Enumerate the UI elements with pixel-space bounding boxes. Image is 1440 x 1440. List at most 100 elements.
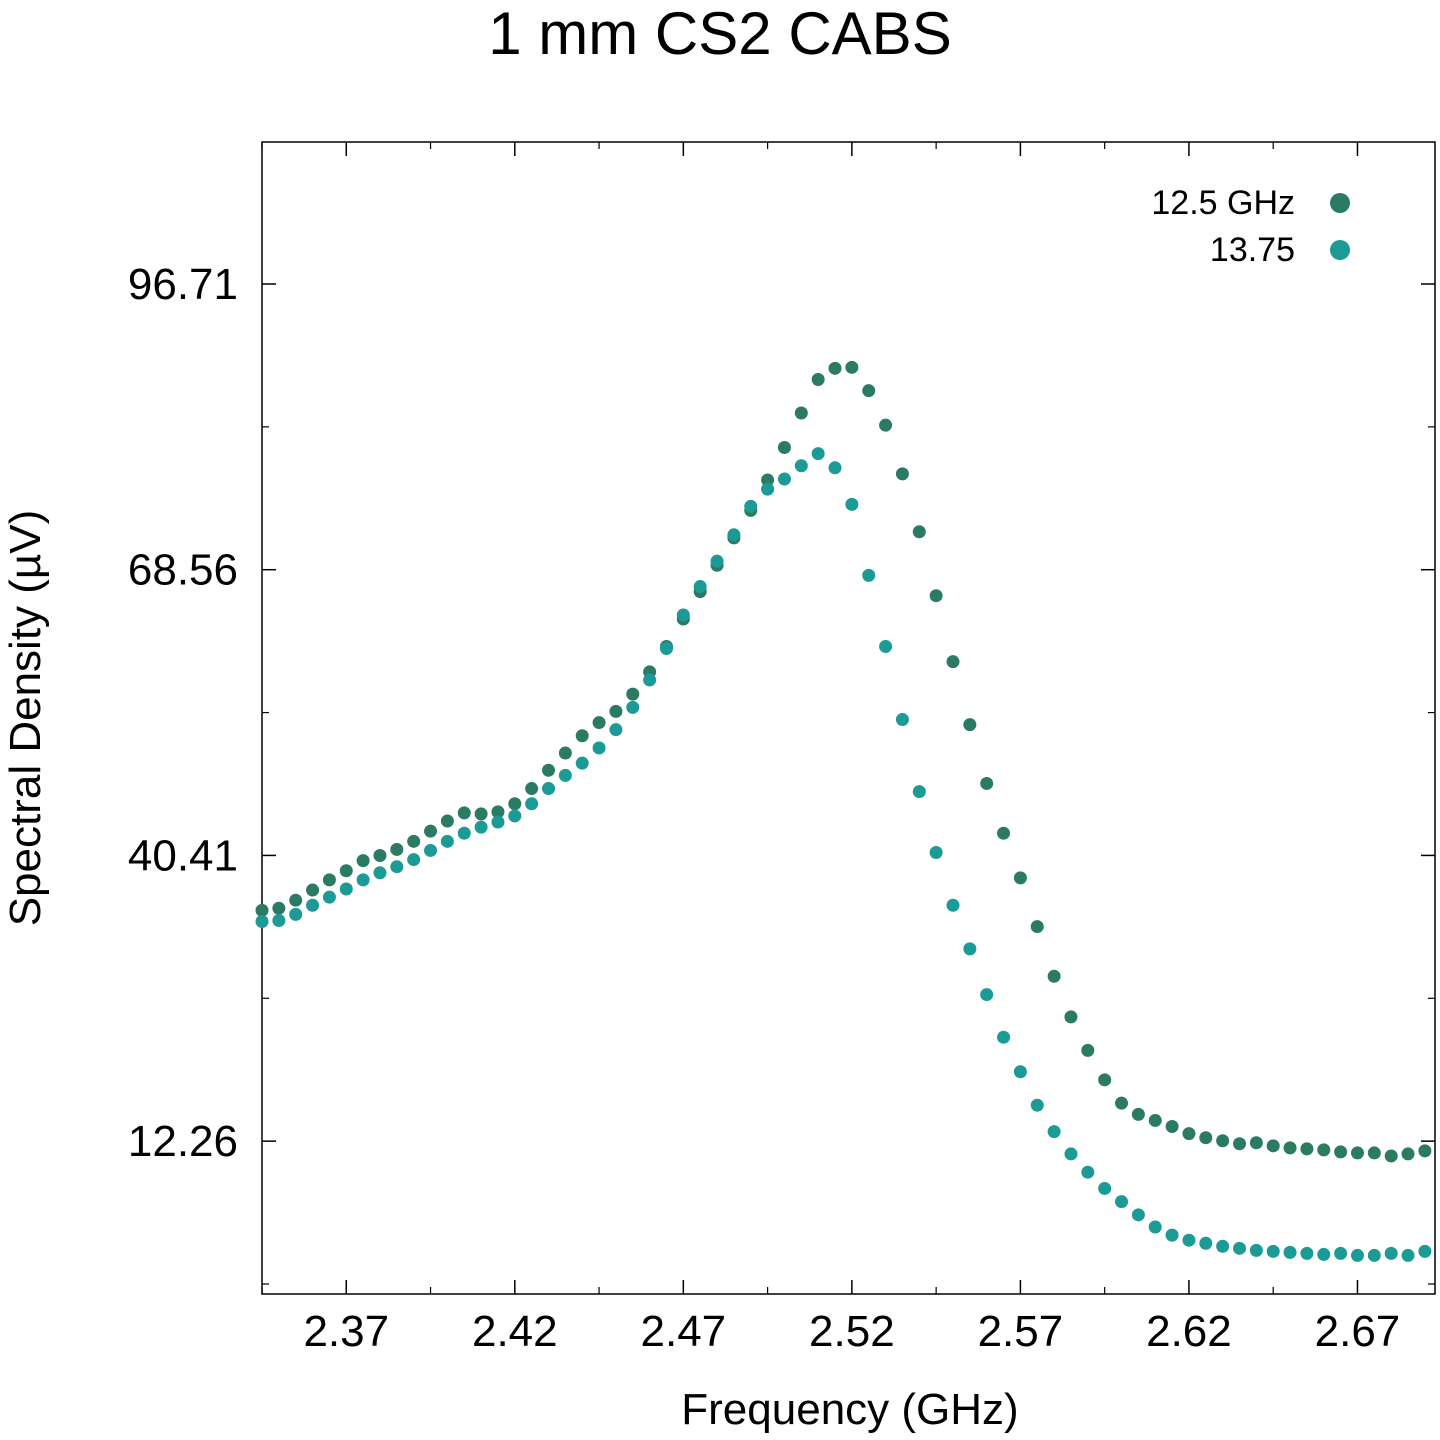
data-point — [626, 700, 640, 714]
data-point — [289, 893, 303, 907]
data-point — [1266, 1139, 1280, 1153]
data-point — [963, 942, 977, 956]
data-point — [322, 873, 336, 887]
x-tick-label: 2.47 — [641, 1307, 727, 1356]
y-tick-label: 96.71 — [128, 260, 238, 309]
data-point — [1064, 1010, 1078, 1024]
data-point — [457, 826, 471, 840]
x-tick-label: 2.57 — [978, 1307, 1064, 1356]
data-point — [373, 849, 387, 863]
data-point — [609, 723, 623, 737]
data-point — [558, 768, 572, 782]
data-point — [828, 461, 842, 475]
data-point — [895, 467, 909, 481]
x-tick-label: 2.37 — [303, 1307, 389, 1356]
chart-title: 1 mm CS2 CABS — [488, 0, 951, 67]
data-point — [828, 361, 842, 375]
data-point — [1131, 1208, 1145, 1222]
data-point — [946, 655, 960, 669]
data-point — [1115, 1195, 1129, 1209]
data-point — [1367, 1248, 1381, 1262]
data-point — [895, 713, 909, 727]
data-point — [997, 1030, 1011, 1044]
data-point — [255, 915, 269, 929]
data-point — [862, 568, 876, 582]
legend-marker — [1330, 240, 1350, 260]
y-tick-label: 12.26 — [128, 1117, 238, 1166]
data-point — [710, 554, 724, 568]
data-point — [676, 608, 690, 622]
data-point — [1182, 1233, 1196, 1247]
data-point — [339, 882, 353, 896]
data-point — [794, 459, 808, 473]
data-point — [761, 473, 775, 487]
data-point — [1401, 1248, 1415, 1262]
data-point — [491, 805, 505, 819]
data-point — [609, 704, 623, 718]
data-point — [390, 860, 404, 874]
data-point — [1047, 1125, 1061, 1139]
data-point — [1300, 1142, 1314, 1156]
data-point — [659, 641, 673, 655]
y-tick-label: 40.41 — [128, 831, 238, 880]
data-point — [1216, 1134, 1230, 1148]
data-point — [777, 441, 791, 455]
data-point — [1013, 1065, 1027, 1079]
data-point — [912, 785, 926, 799]
data-point — [440, 834, 454, 848]
data-point — [1233, 1137, 1246, 1151]
data-point — [744, 499, 758, 513]
data-point — [1047, 969, 1061, 983]
y-axis-ticks: 12.26 40.41 68.56 96.71 — [128, 260, 1435, 1166]
data-point — [1317, 1247, 1331, 1261]
data-point — [1081, 1165, 1095, 1179]
data-point — [1081, 1043, 1095, 1057]
data-point — [1384, 1246, 1398, 1260]
plot-area: 2.37 2.42 2.47 2.52 2.57 2.62 2.67 12.26 40.41 6… — [128, 141, 1436, 1356]
data-point — [575, 729, 589, 743]
data-point — [1367, 1146, 1381, 1160]
legend-marker — [1330, 193, 1350, 213]
data-point — [1165, 1228, 1179, 1242]
data-point — [390, 842, 404, 856]
data-point — [1350, 1146, 1364, 1160]
data-point — [255, 903, 269, 917]
data-point — [542, 782, 556, 796]
data-point — [525, 797, 539, 811]
series-2 — [255, 447, 1432, 1262]
minor-ticks — [261, 142, 1435, 1294]
data-point — [1418, 1144, 1432, 1158]
series-layer — [255, 360, 1432, 1262]
data-point — [1013, 871, 1027, 885]
x-tick-label: 2.62 — [1146, 1307, 1232, 1356]
data-point — [963, 718, 977, 732]
data-point — [1334, 1246, 1348, 1260]
data-point — [592, 741, 606, 755]
data-point — [272, 913, 286, 927]
data-point — [879, 639, 893, 653]
data-point — [272, 901, 286, 915]
plot-frame — [261, 141, 1436, 1295]
data-point — [424, 824, 438, 838]
data-point — [407, 834, 421, 848]
data-point — [862, 384, 876, 398]
data-point — [1199, 1236, 1213, 1250]
data-point — [1249, 1243, 1263, 1257]
data-point — [1182, 1127, 1196, 1141]
data-point — [1199, 1131, 1213, 1145]
x-tick-label: 2.42 — [472, 1307, 558, 1356]
data-point — [575, 756, 589, 770]
data-point — [626, 687, 640, 701]
data-point — [508, 809, 522, 823]
data-point — [306, 898, 320, 912]
y-axis-label: Spectral Density (µV) — [1, 510, 50, 927]
data-point — [1401, 1147, 1415, 1161]
data-point — [761, 482, 775, 496]
data-point — [879, 418, 893, 432]
data-point — [1249, 1136, 1263, 1150]
data-point — [339, 864, 353, 878]
data-point — [929, 845, 943, 859]
data-point — [424, 843, 438, 857]
data-point — [542, 763, 556, 777]
